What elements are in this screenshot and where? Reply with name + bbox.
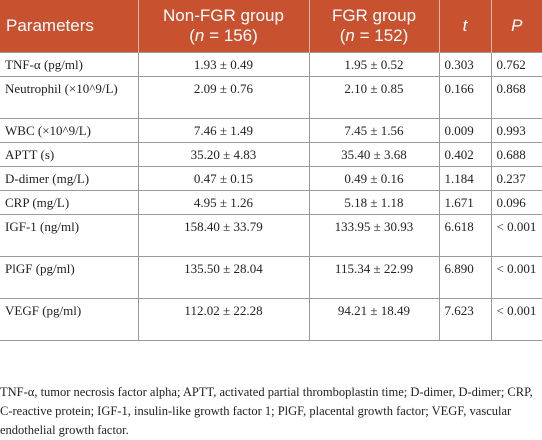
cell-t: 1.184 [438, 166, 491, 191]
cell-non-fgr: 4.95 ± 1.26 [137, 190, 309, 215]
results-table: Parameters Non-FGR group (n = 156) FGR g… [0, 0, 542, 341]
cell-t: 6.890 [438, 256, 491, 299]
cell-parameter: VEGF (pg/ml) [0, 298, 138, 341]
cell-p: 0.993 [490, 118, 542, 143]
table-container: Parameters Non-FGR group (n = 156) FGR g… [0, 0, 542, 341]
cell-parameter: IGF-1 (ng/ml) [0, 214, 138, 257]
table-row: IGF-1 (ng/ml) 158.40 ± 33.79 133.95 ± 30.9… [0, 214, 542, 257]
cell-fgr: 2.10 ± 0.85 [308, 76, 439, 119]
cell-t: 6.618 [438, 214, 491, 257]
table-row: D-dimer (mg/L) 0.47 ± 0.15 0.49 ± 0.16 1.18… [0, 166, 542, 191]
cell-parameter: D-dimer (mg/L) [0, 166, 138, 191]
cell-parameter: CRP (mg/L) [0, 190, 138, 215]
header-row: Parameters Non-FGR group (n = 156) FGR g… [0, 0, 542, 53]
cell-non-fgr: 1.93 ± 0.49 [137, 52, 309, 77]
cell-non-fgr: 2.09 ± 0.76 [137, 76, 309, 119]
cell-t: 0.009 [438, 118, 491, 143]
cell-t: 0.166 [438, 76, 491, 119]
cell-non-fgr: 135.50 ± 28.04 [137, 256, 309, 299]
header-p: P [490, 0, 542, 53]
header-parameters-label: Parameters [6, 16, 94, 35]
table-body: TNF-α (pg/ml) 1.93 ± 0.49 1.95 ± 0.52 0.303… [0, 52, 542, 341]
cell-non-fgr: 112.02 ± 22.28 [137, 298, 309, 341]
cell-p: < 0.001 [490, 298, 542, 341]
table-row: PlGF (pg/ml) 135.50 ± 28.04 115.34 ± 22.99… [0, 256, 542, 299]
table-row: APTT (s) 35.20 ± 4.83 35.40 ± 3.68 0.402 0.6… [0, 142, 542, 167]
cell-fgr: 115.34 ± 22.99 [308, 256, 439, 299]
cell-p: 0.868 [490, 76, 542, 119]
cell-fgr: 7.45 ± 1.56 [308, 118, 439, 143]
cell-p: < 0.001 [490, 256, 542, 299]
cell-parameter: TNF-α (pg/ml) [0, 52, 138, 77]
table-header: Parameters Non-FGR group (n = 156) FGR g… [0, 0, 542, 53]
header-non-fgr: Non-FGR group (n = 156) [137, 0, 309, 53]
cell-fgr: 35.40 ± 3.68 [308, 142, 439, 167]
cell-non-fgr: 158.40 ± 33.79 [137, 214, 309, 257]
header-fgr: FGR group (n = 152) [308, 0, 439, 53]
cell-t: 7.623 [438, 298, 491, 341]
cell-non-fgr: 35.20 ± 4.83 [137, 142, 309, 167]
header-fgr-label: FGR group [331, 6, 417, 25]
cell-p: 0.762 [490, 52, 542, 77]
cell-p: 0.688 [490, 142, 542, 167]
cell-non-fgr: 0.47 ± 0.15 [137, 166, 309, 191]
cell-fgr: 133.95 ± 30.93 [308, 214, 439, 257]
cell-fgr: 5.18 ± 1.18 [308, 190, 439, 215]
header-fgr-n: (n = 152) [339, 26, 409, 45]
cell-parameter: PlGF (pg/ml) [0, 256, 138, 299]
header-non-fgr-n: (n = 156) [189, 26, 258, 45]
cell-p: < 0.001 [490, 214, 542, 257]
cell-parameter: Neutrophil (×10^9/L) [0, 76, 138, 119]
header-parameters: Parameters [0, 0, 138, 53]
cell-p: 0.096 [490, 190, 542, 215]
header-non-fgr-label: Non-FGR group [163, 6, 284, 25]
cell-fgr: 0.49 ± 0.16 [308, 166, 439, 191]
cell-fgr: 94.21 ± 18.49 [308, 298, 439, 341]
cell-p: 0.237 [490, 166, 542, 191]
header-t-label: t [462, 16, 468, 35]
cell-fgr: 1.95 ± 0.52 [308, 52, 439, 77]
cell-parameter: WBC (×10^9/L) [0, 118, 138, 143]
table-row: CRP (mg/L) 4.95 ± 1.26 5.18 ± 1.18 1.671 0.0… [0, 190, 542, 215]
table-row: VEGF (pg/ml) 112.02 ± 22.28 94.21 ± 18.49 7… [0, 298, 542, 341]
cell-t: 0.402 [438, 142, 491, 167]
table-row: TNF-α (pg/ml) 1.93 ± 0.49 1.95 ± 0.52 0.303… [0, 52, 542, 77]
table-row: WBC (×10^9/L) 7.46 ± 1.49 7.45 ± 1.56 0.009… [0, 118, 542, 143]
cell-parameter: APTT (s) [0, 142, 138, 167]
header-p-label: P [511, 16, 523, 35]
cell-t: 0.303 [438, 52, 491, 77]
header-t: t [438, 0, 491, 53]
table-footnote: TNF-α, tumor necrosis factor alpha; APTT… [0, 385, 533, 437]
cell-non-fgr: 7.46 ± 1.49 [137, 118, 309, 143]
table-row: Neutrophil (×10^9/L) 2.09 ± 0.76 2.10 ± 0.… [0, 76, 542, 119]
cell-t: 1.671 [438, 190, 491, 215]
